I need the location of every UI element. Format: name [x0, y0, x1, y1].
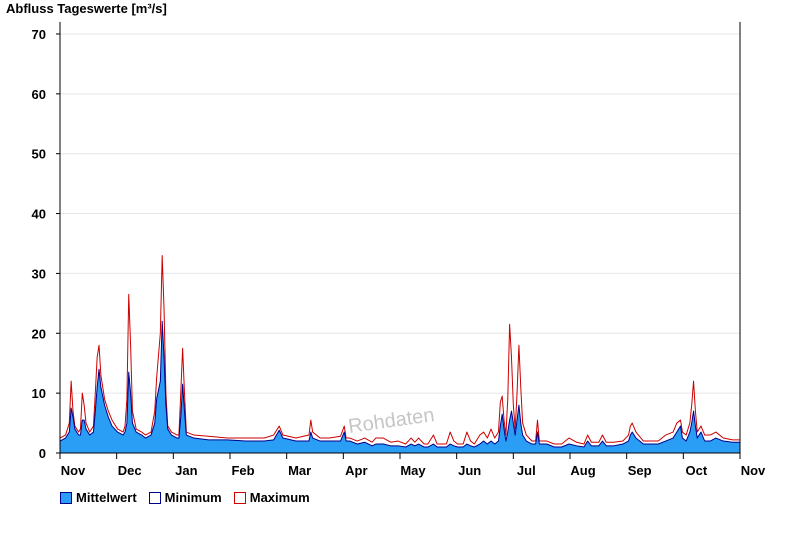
legend-item-mittelwert: Mittelwert	[60, 490, 137, 505]
x-tick-label-9: Aug	[570, 463, 595, 478]
y-tick-label-10: 10	[32, 386, 46, 401]
y-tick-label-60: 60	[32, 87, 46, 102]
x-tick-label-1: Dec	[118, 463, 142, 478]
legend-label-maximum: Maximum	[249, 490, 310, 505]
y-tick-label-70: 70	[32, 27, 46, 42]
legend-swatch-mittelwert	[60, 491, 72, 504]
series-minimum-line	[59, 320, 740, 448]
legend-item-maximum: Maximum	[233, 490, 310, 505]
x-tick-label-10: Sep	[628, 463, 652, 478]
legend-swatch-maximum	[233, 491, 246, 504]
x-tick-label-7: Jun	[458, 463, 481, 478]
legend: Mittelwert Minimum Maximum	[60, 490, 310, 505]
x-tick-label-11: Oct	[685, 463, 707, 478]
y-tick-label-30: 30	[32, 266, 46, 281]
y-tick-label-50: 50	[32, 147, 46, 162]
legend-label-minimum: Minimum	[164, 490, 222, 505]
y-tick-label-40: 40	[32, 207, 46, 222]
x-tick-label-4: Mar	[288, 463, 311, 478]
x-tick-label-8: Jul	[517, 463, 536, 478]
legend-item-minimum: Minimum	[148, 490, 222, 505]
x-tick-label-2: Jan	[175, 463, 197, 478]
x-tick-label-5: Apr	[345, 463, 367, 478]
y-tick-label-0: 0	[39, 446, 46, 461]
x-tick-label-12: Nov	[741, 463, 766, 478]
series-mittelwert-area	[60, 321, 740, 453]
legend-label-mittelwert: Mittelwert	[76, 490, 137, 505]
x-tick-label-6: May	[400, 463, 426, 478]
legend-swatch-minimum	[148, 491, 161, 504]
y-tick-label-20: 20	[32, 326, 46, 341]
x-tick-label-0: Nov	[61, 463, 86, 478]
series-maximum-line	[59, 254, 740, 445]
chart-title: Abfluss Tageswerte [m³/s]	[6, 1, 167, 16]
x-tick-label-3: Feb	[231, 463, 254, 478]
